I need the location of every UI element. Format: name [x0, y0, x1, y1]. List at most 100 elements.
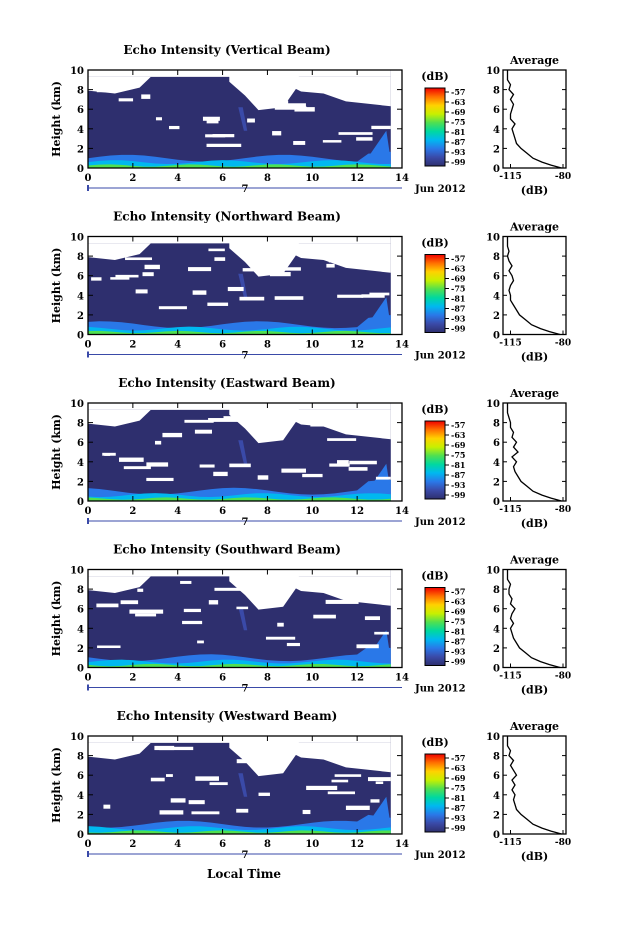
y-axis-label: Height (km): [50, 414, 63, 490]
axes-frame: [87, 735, 403, 835]
colorbar-tick-label: -63: [451, 264, 466, 274]
data-gap: [282, 103, 306, 108]
data-gap: [104, 750, 137, 754]
data-gap: [247, 118, 255, 123]
x-tick-label: 8: [264, 340, 271, 351]
colorbar-unit: (dB): [421, 403, 448, 416]
data-gap: [318, 586, 342, 591]
colorbar-tick-label: -57: [451, 753, 465, 763]
profile-frame: [502, 69, 567, 169]
colorbar-tick-label: -87: [451, 304, 465, 314]
data-gap: [180, 580, 192, 584]
colorbar-tick-label: -99: [451, 657, 466, 667]
data-gap: [158, 306, 187, 310]
colorbar-tick-label: -69: [451, 107, 466, 117]
y-tick-label: 10: [70, 399, 84, 410]
colorbar-tick-label: -87: [451, 637, 465, 647]
x-tick-label: 4: [174, 839, 181, 850]
profile-y-tick-label: 0: [493, 830, 500, 841]
beam-panel: Echo Intensity (Westward Beam) 0 2 4 6 8 10 12 1…: [50, 709, 571, 863]
y-tick-label: 0: [77, 664, 84, 675]
data-gap: [236, 808, 249, 813]
colorbar: [424, 87, 446, 167]
x-tick-label: 12: [350, 673, 364, 684]
data-gap: [170, 798, 186, 803]
colorbar-tick-label: -57: [451, 87, 465, 97]
profile-title: Average: [509, 221, 559, 234]
data-gap: [88, 243, 151, 261]
profile-x-tick-label: -80: [555, 838, 571, 848]
profile-line: [506, 70, 562, 169]
colorbar: [424, 753, 446, 833]
colorbar-tick-label: -57: [451, 254, 465, 264]
data-gap: [213, 471, 228, 477]
date-label: Jun 2012: [414, 184, 466, 195]
colorbar-tick-label: -87: [451, 803, 465, 813]
y-tick-label: 4: [77, 791, 84, 802]
profile-y-tick-label: 10: [486, 566, 500, 577]
profile-y-tick-label: 4: [493, 624, 500, 635]
colorbar-tick-label: -69: [451, 274, 466, 284]
data-gap: [327, 85, 359, 90]
data-gap: [183, 608, 201, 613]
data-gap: [96, 603, 119, 608]
data-gap: [214, 257, 226, 261]
y-tick-label: 10: [70, 732, 84, 743]
data-gap: [146, 462, 169, 467]
y-tick-label: 10: [70, 566, 84, 577]
y-tick-label: 8: [77, 585, 84, 596]
data-gap: [236, 759, 252, 764]
data-gap: [154, 745, 175, 751]
y-tick-label: 6: [77, 771, 84, 782]
colorbar-tick-label: -75: [451, 617, 465, 627]
x-tick-label: 0: [85, 340, 92, 351]
profile-x-tick-label: -115: [499, 172, 522, 182]
y-tick-label: 10: [70, 66, 84, 77]
profile-line: [506, 236, 561, 336]
beam-panel: Echo Intensity (Vertical Beam) 0 2 4 6 8 10 12 1…: [50, 43, 571, 197]
data-gap: [129, 609, 164, 614]
echo-plume: [366, 130, 391, 161]
data-gap: [206, 143, 242, 147]
x-tick-label: 4: [174, 173, 181, 184]
data-gap: [103, 804, 111, 809]
data-gap: [274, 296, 304, 300]
data-gap: [356, 137, 373, 141]
colorbar-tick-label: -99: [451, 823, 466, 833]
x-tick-label: 12: [350, 340, 364, 351]
x-tick-label: 14: [395, 673, 409, 684]
profile-x-tick-label: -115: [499, 339, 522, 349]
profile-x-label: (dB): [521, 684, 548, 697]
day-marker: 7: [242, 351, 249, 362]
data-gap: [265, 636, 296, 640]
data-gap: [188, 800, 205, 805]
data-gap: [242, 268, 255, 272]
data-gap: [269, 272, 291, 277]
data-gap: [264, 601, 272, 606]
axes-frame: [87, 568, 403, 669]
profile-frame: [502, 235, 567, 336]
echo-band-inner: [88, 830, 391, 834]
colorbar: [424, 420, 446, 500]
y-tick-label: 6: [77, 438, 84, 449]
profile-y-tick-label: 4: [493, 791, 500, 802]
data-gap: [91, 277, 102, 281]
echo-band-inner: [88, 497, 391, 501]
data-gap: [123, 466, 151, 470]
x-tick-label: 0: [85, 839, 92, 850]
data-gap: [274, 106, 307, 110]
profile-y-tick-label: 4: [493, 458, 500, 469]
y-tick-label: 0: [77, 164, 84, 175]
profile-frame: [502, 735, 567, 835]
data-gap: [159, 746, 194, 751]
y-tick-label: 0: [77, 497, 84, 508]
data-gap: [375, 781, 384, 785]
echo-band-inner: [88, 330, 391, 335]
y-tick-label: 0: [77, 830, 84, 841]
profile-y-tick-label: 6: [493, 105, 500, 116]
x-tick-label: 6: [219, 173, 226, 184]
panel-title: Echo Intensity (Southward Beam): [113, 543, 341, 557]
x-tick-label: 0: [85, 173, 92, 184]
data-gap: [115, 274, 139, 278]
colorbar-tick-label: -81: [451, 627, 465, 637]
